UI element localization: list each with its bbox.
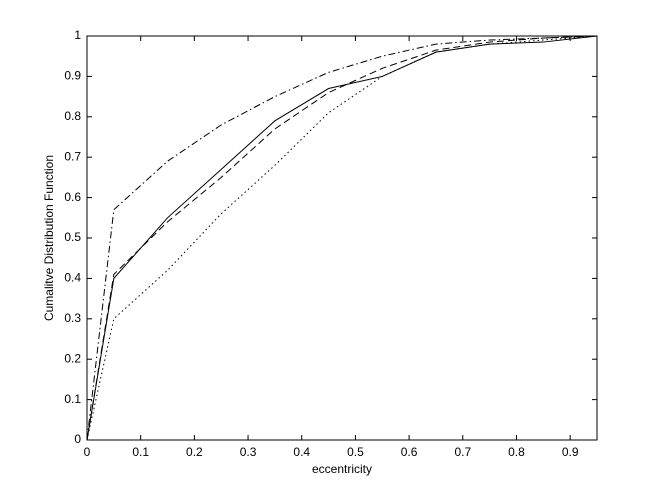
- y-tick-label: 0.9: [64, 69, 81, 83]
- y-tick-label: 0.7: [64, 149, 81, 163]
- series-line: [86, 35, 598, 441]
- plot-frame: [86, 35, 598, 441]
- x-tick-label: 0.6: [401, 445, 418, 459]
- y-tick-label: 0.6: [64, 190, 81, 204]
- y-tick-label: 0.5: [64, 230, 81, 244]
- x-tick-label: 0.3: [240, 445, 257, 459]
- series-line: [86, 35, 598, 441]
- y-axis-label: Cumalitve Distribution Function: [42, 155, 56, 321]
- x-tick-label: 0.5: [347, 445, 364, 459]
- y-tick-label: 1: [74, 28, 81, 42]
- x-tick-label: 0.1: [132, 445, 149, 459]
- y-tick-label: 0.8: [64, 109, 81, 123]
- x-tick-label: 0: [84, 445, 91, 459]
- y-tick-label: 0.1: [64, 392, 81, 406]
- x-tick-label: 0.8: [508, 445, 525, 459]
- y-tick-label: 0.3: [64, 311, 81, 325]
- series-line: [86, 35, 598, 441]
- x-tick-label: 0.9: [562, 445, 579, 459]
- x-tick-label: 0.7: [454, 445, 471, 459]
- y-tick-label: 0: [74, 432, 81, 446]
- x-tick-label: 0.2: [186, 445, 203, 459]
- y-tick-label: 0.2: [64, 351, 81, 365]
- x-tick-label: 0.4: [293, 445, 310, 459]
- y-tick-label: 0.4: [64, 271, 81, 285]
- series-line: [86, 35, 598, 441]
- x-axis-label: eccentricity: [312, 462, 372, 476]
